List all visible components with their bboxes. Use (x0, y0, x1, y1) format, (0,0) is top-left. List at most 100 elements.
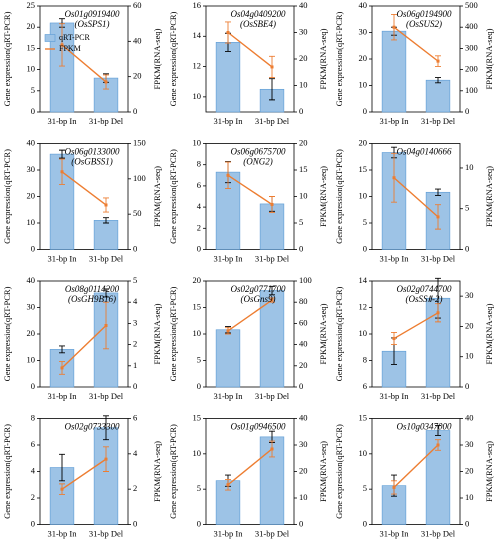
x-tick-label: 31-bp Del (255, 116, 290, 126)
x-tick-label: 31-bp Del (89, 116, 124, 126)
y2-axis-label: FPKM(RNA-seq) (318, 28, 328, 89)
y-tick-label: 10 (193, 137, 202, 147)
y2-tick-label: 10 (299, 190, 308, 200)
x-tick-label: 31-bp Del (255, 253, 290, 263)
y2-tick-label: 20 (299, 360, 308, 370)
bar (93, 220, 119, 250)
x-tick-label: 31-bp In (47, 528, 77, 538)
y2-tick-label: 5 (465, 203, 469, 213)
y2-tick-label: 200 (465, 64, 478, 74)
y2-tick-label: 30 (299, 439, 308, 449)
y-tick-label: 4 (197, 201, 202, 211)
bar (381, 30, 407, 113)
x-tick-label: 31-bp In (213, 528, 243, 538)
y2-axis-label: FPKM(RNA-seq) (318, 303, 328, 364)
y2-axis-label: FPKM(RNA-seq) (318, 441, 328, 502)
y2-tick-label: 15 (299, 164, 308, 174)
y-tick-label: 10 (193, 91, 202, 101)
x-tick-label: 31-bp Del (255, 391, 290, 401)
y2-tick-label: 10 (465, 162, 474, 172)
y-axis-label: Gene expression(qRT-PCR) (168, 424, 178, 519)
y-axis-label: Gene expression(qRT-PCR) (334, 149, 344, 244)
y2-axis-label: FPKM(RNA-seq) (484, 441, 494, 502)
panel-title: Os02g0771700 (230, 284, 286, 294)
line-marker (392, 337, 396, 341)
error-bar (59, 345, 65, 354)
y-axis-label: Gene expression(qRT-PCR) (334, 11, 344, 106)
panel-title: Os10g0347000 (396, 422, 452, 432)
x-tick-label: 31-bp Del (89, 528, 124, 538)
error-bar (269, 285, 275, 296)
line-marker (226, 329, 230, 333)
y2-tick-label: 0 (465, 243, 469, 253)
y2-tick-label: 0 (465, 518, 469, 528)
y2-tick-label: 0 (133, 381, 137, 391)
y-tick-label: 10 (193, 328, 202, 338)
y2-tick-label: 300 (465, 42, 478, 52)
y2-tick-label: 20 (465, 465, 474, 475)
y-tick-label: 12 (359, 301, 368, 311)
y-axis-label: Gene expression(qRT-PCR) (334, 424, 344, 519)
panel-title: Os08g0114200 (65, 284, 120, 294)
y-tick-label: 5 (31, 85, 35, 95)
line-marker (436, 59, 440, 63)
y2-axis-label: FPKM(RNA-seq) (484, 303, 494, 364)
x-tick-label: 31-bp In (47, 253, 77, 263)
y-tick-label: 0 (31, 518, 35, 528)
plot-frame (39, 5, 129, 113)
line-marker (270, 447, 274, 451)
y-tick-label: 14 (359, 275, 368, 285)
y2-tick-label: 3 (133, 317, 137, 327)
y-tick-label: 10 (359, 328, 368, 338)
y-tick-label: 0 (31, 381, 35, 391)
y-tick-label: 8 (31, 412, 35, 422)
y2-tick-label: 0 (299, 518, 303, 528)
line-marker (226, 31, 230, 34)
y-axis-label: Gene expression(qRT-PCR) (334, 286, 344, 381)
y2-tick-label: 0 (299, 243, 303, 253)
y2-tick-label: 20 (465, 320, 474, 330)
y-tick-label: 25 (27, 0, 36, 10)
y2-tick-label: 40 (465, 412, 474, 422)
error-bar (435, 188, 441, 196)
y-tick-label: 6 (197, 180, 201, 190)
y-tick-label: 20 (359, 53, 368, 63)
bar (425, 79, 451, 113)
y2-axis-label: FPKM(RNA-seq) (152, 441, 162, 502)
x-tick-label: 31-bp Del (89, 391, 124, 401)
y-tick-label: 5 (197, 354, 201, 364)
error-bar (103, 217, 109, 224)
panel-title: Os02g0733300 (64, 422, 120, 432)
panel-title: Os06g0194900 (396, 9, 452, 19)
y2-tick-label: 0 (133, 106, 137, 116)
line-marker (104, 457, 108, 461)
line-marker (104, 80, 108, 84)
y2-tick-label: 100 (299, 275, 312, 285)
line-marker (270, 202, 274, 206)
panel-title: Os01g0919400 (64, 9, 120, 19)
line-marker (60, 487, 64, 491)
line (61, 325, 107, 369)
line (61, 458, 107, 490)
y-tick-label: 20 (27, 190, 36, 200)
error-bar (269, 78, 275, 101)
y2-tick-label: 30 (465, 439, 474, 449)
x-tick-label: 31-bp In (213, 116, 243, 126)
y-axis-label: Gene expression(qRT-PCR) (168, 286, 178, 381)
line-marker (436, 443, 440, 447)
line-marker (226, 173, 230, 177)
y2-tick-label: 0 (133, 518, 137, 528)
y2-axis-label: FPKM(RNA-seq) (484, 166, 494, 227)
panel-subtitle: (ONG2) (243, 157, 273, 167)
y2-tick-label: 0 (133, 243, 137, 253)
line (393, 177, 439, 218)
y2-tick-label: 80 (299, 296, 308, 306)
x-tick-label: 31-bp Del (421, 116, 456, 126)
y-tick-label: 4 (31, 465, 36, 475)
y2-axis-label: FPKM(RNA-seq) (484, 28, 494, 89)
panel-title: Os01g0946500 (230, 422, 286, 432)
panel-title: Os06g0133000 (64, 147, 120, 157)
y-tick-label: 30 (359, 26, 368, 36)
y-axis-label: Gene expression(qRT-PCR) (168, 11, 178, 106)
y-tick-label: 15 (193, 412, 202, 422)
